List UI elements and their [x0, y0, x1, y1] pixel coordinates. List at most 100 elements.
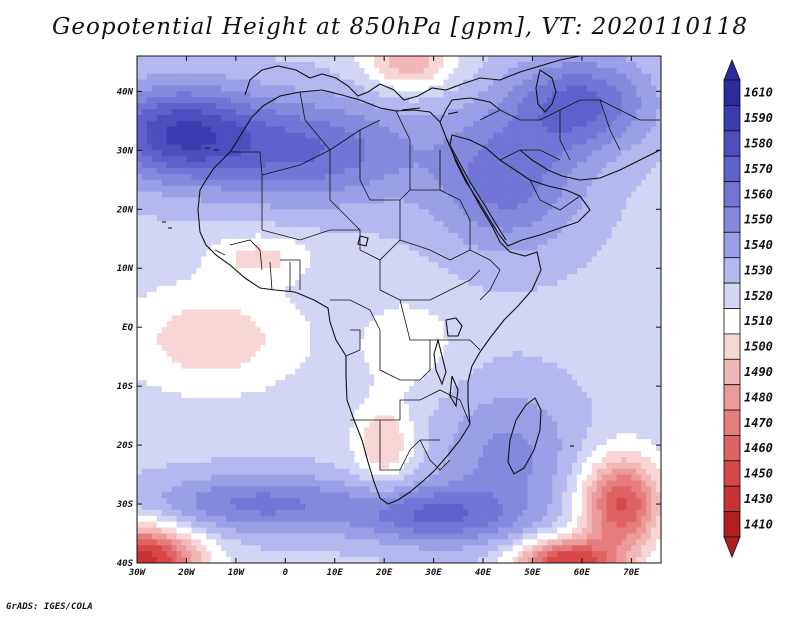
field-cell — [408, 315, 415, 322]
field-cell — [285, 203, 291, 210]
field-cell — [438, 221, 444, 228]
field-cell — [255, 138, 262, 145]
field-cell — [562, 215, 568, 222]
field-cell — [468, 268, 474, 275]
field-cell — [651, 179, 657, 187]
field-cell — [463, 227, 469, 234]
field-cell — [186, 67, 192, 75]
field-cell — [631, 238, 637, 246]
field-cell — [146, 197, 153, 204]
field-cell — [349, 67, 356, 75]
field-cell — [473, 126, 479, 134]
field-cell — [324, 232, 331, 240]
field-cell — [196, 256, 202, 263]
field-cell — [206, 297, 212, 305]
field-cell — [399, 132, 405, 140]
field-cell — [166, 250, 173, 257]
field-cell — [324, 73, 331, 81]
field-cell — [339, 274, 346, 281]
field-cell — [151, 173, 158, 181]
field-cell — [413, 250, 420, 257]
field-cell — [423, 203, 430, 210]
field-cell — [512, 185, 519, 193]
field-cell — [324, 97, 331, 104]
field-cell — [428, 132, 435, 140]
field-cell — [141, 144, 148, 151]
field-cell — [379, 97, 385, 104]
field-cell — [216, 85, 222, 92]
field-cell — [651, 256, 657, 263]
field-cell — [305, 203, 311, 210]
field-cell — [295, 221, 301, 228]
field-cell — [478, 168, 484, 175]
field-cell — [636, 61, 642, 69]
field-cell — [507, 268, 514, 275]
field-cell — [310, 138, 316, 145]
field-cell — [641, 120, 647, 128]
field-cell — [601, 221, 608, 228]
field-cell — [245, 238, 252, 246]
field-cell — [542, 115, 548, 122]
field-cell — [532, 303, 538, 311]
field-cell — [443, 280, 449, 287]
field-cell — [601, 215, 608, 222]
field-cell — [552, 244, 558, 252]
field-cell — [379, 156, 385, 163]
field-cell — [656, 297, 661, 305]
field-cell — [448, 179, 454, 187]
field-cell — [438, 103, 444, 110]
field-cell — [300, 197, 306, 204]
field-cell — [646, 85, 652, 92]
field-cell — [522, 103, 529, 110]
field-cell — [631, 256, 637, 263]
field-cell — [473, 150, 479, 157]
field-cell — [369, 61, 375, 69]
field-cell — [310, 244, 316, 252]
field-cell — [206, 321, 212, 328]
field-cell — [453, 150, 459, 157]
field-cell — [379, 244, 385, 252]
field-cell — [206, 120, 212, 128]
field-cell — [478, 144, 484, 151]
field-cell — [458, 197, 464, 204]
field-cell — [305, 79, 311, 87]
field-cell — [626, 144, 632, 151]
field-cell — [235, 274, 242, 281]
field-cell — [324, 197, 331, 204]
field-cell — [265, 168, 271, 175]
field-cell — [374, 191, 380, 199]
field-cell — [379, 91, 385, 98]
field-cell — [621, 115, 627, 122]
field-cell — [201, 126, 207, 134]
field-cell — [601, 126, 608, 134]
field-cell — [641, 191, 647, 199]
field-cell — [310, 109, 316, 116]
field-cell — [319, 232, 326, 240]
field-cell — [166, 56, 173, 63]
field-cell — [591, 132, 598, 140]
field-cell — [557, 91, 563, 98]
field-cell — [206, 215, 212, 222]
field-cell — [310, 126, 316, 134]
field-cell — [502, 309, 509, 316]
field-cell — [206, 309, 212, 316]
field-cell — [156, 61, 163, 69]
field-cell — [567, 138, 573, 145]
field-cell — [295, 73, 301, 81]
field-cell — [250, 97, 257, 104]
field-cell — [141, 227, 148, 234]
field-cell — [399, 280, 405, 287]
field-cell — [473, 132, 479, 140]
field-cell — [384, 280, 390, 287]
field-cell — [656, 309, 661, 316]
field-cell — [137, 120, 143, 128]
field-cell — [364, 67, 370, 75]
field-cell — [280, 185, 286, 193]
field-cell — [399, 103, 405, 110]
field-cell — [458, 185, 464, 193]
field-cell — [300, 203, 306, 210]
field-cell — [329, 168, 336, 175]
field-cell — [522, 120, 529, 128]
field-cell — [156, 150, 163, 157]
